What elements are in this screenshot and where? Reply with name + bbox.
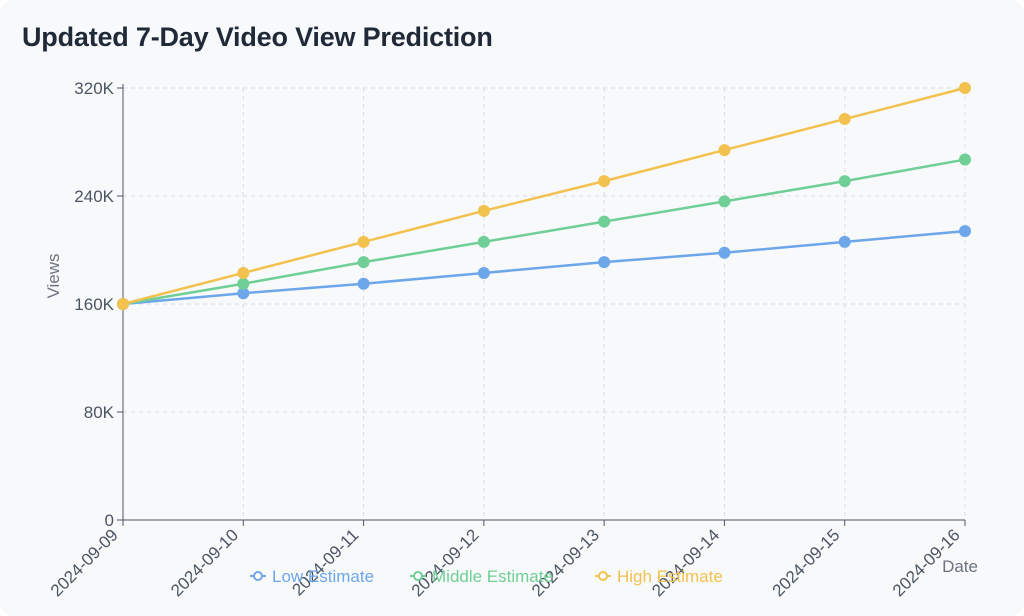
data-point [718, 144, 731, 157]
data-point [477, 204, 490, 217]
chart-legend: Low Estimate Middle Estimate High Estimate [250, 567, 723, 586]
series-high-estimate [117, 82, 971, 310]
y-tick-label: 240K [74, 187, 114, 206]
data-point [357, 256, 370, 269]
x-axis-label: Date [942, 557, 978, 576]
data-point [598, 215, 611, 228]
series-line [122, 86, 966, 306]
data-point [357, 235, 370, 248]
data-point [117, 298, 129, 310]
chart-grid [123, 87, 966, 520]
data-point [838, 175, 851, 188]
legend-marker-icon [253, 571, 263, 581]
data-point [477, 235, 490, 248]
legend-label: High Estimate [617, 567, 723, 586]
x-tick-label: 2024-09-13 [528, 525, 603, 600]
x-tick-label: 2024-09-11 [288, 525, 362, 599]
data-point [477, 266, 490, 279]
legend-marker-icon [413, 571, 423, 581]
data-point [959, 82, 971, 94]
x-tick-label: 2024-09-10 [167, 525, 242, 600]
x-tick-label: 2024-09-15 [769, 525, 844, 600]
x-tick-label: 2024-09-14 [648, 525, 723, 600]
y-tick-label: 320K [74, 79, 114, 98]
data-point [237, 277, 250, 290]
data-point [718, 195, 731, 208]
y-tick-label: 0 [105, 511, 114, 530]
chart-title: Updated 7-Day Video View Prediction [22, 22, 493, 52]
legend-item[interactable]: High Estimate [595, 567, 723, 586]
x-tick-label: 2024-09-09 [47, 525, 122, 600]
y-tick-label: 80K [84, 403, 115, 422]
chart-series [117, 82, 971, 310]
y-tick-label: 160K [74, 295, 114, 314]
series-middle-estimate [117, 153, 971, 310]
data-point [838, 235, 851, 248]
data-point [357, 277, 370, 290]
data-point [598, 256, 611, 269]
legend-label: Low Estimate [272, 567, 374, 586]
legend-item[interactable]: Low Estimate [250, 567, 374, 586]
legend-label: Middle Estimate [432, 567, 553, 586]
legend-marker-icon [598, 571, 608, 581]
y-axis-label: Views [44, 253, 63, 298]
data-point [237, 287, 250, 300]
x-tick-label: 2024-09-12 [408, 525, 483, 600]
data-point [237, 266, 250, 279]
data-point [959, 153, 971, 166]
chart-axes: 0 80K 160K 240K 320K 2024-09-09 2024-09-10 2024… [44, 79, 978, 600]
data-point [838, 113, 851, 126]
data-point [959, 225, 971, 238]
data-point [598, 175, 611, 188]
series-line [122, 158, 966, 306]
series-line [122, 229, 966, 306]
legend-item[interactable]: Middle Estimate [410, 567, 553, 586]
data-point [718, 246, 731, 259]
